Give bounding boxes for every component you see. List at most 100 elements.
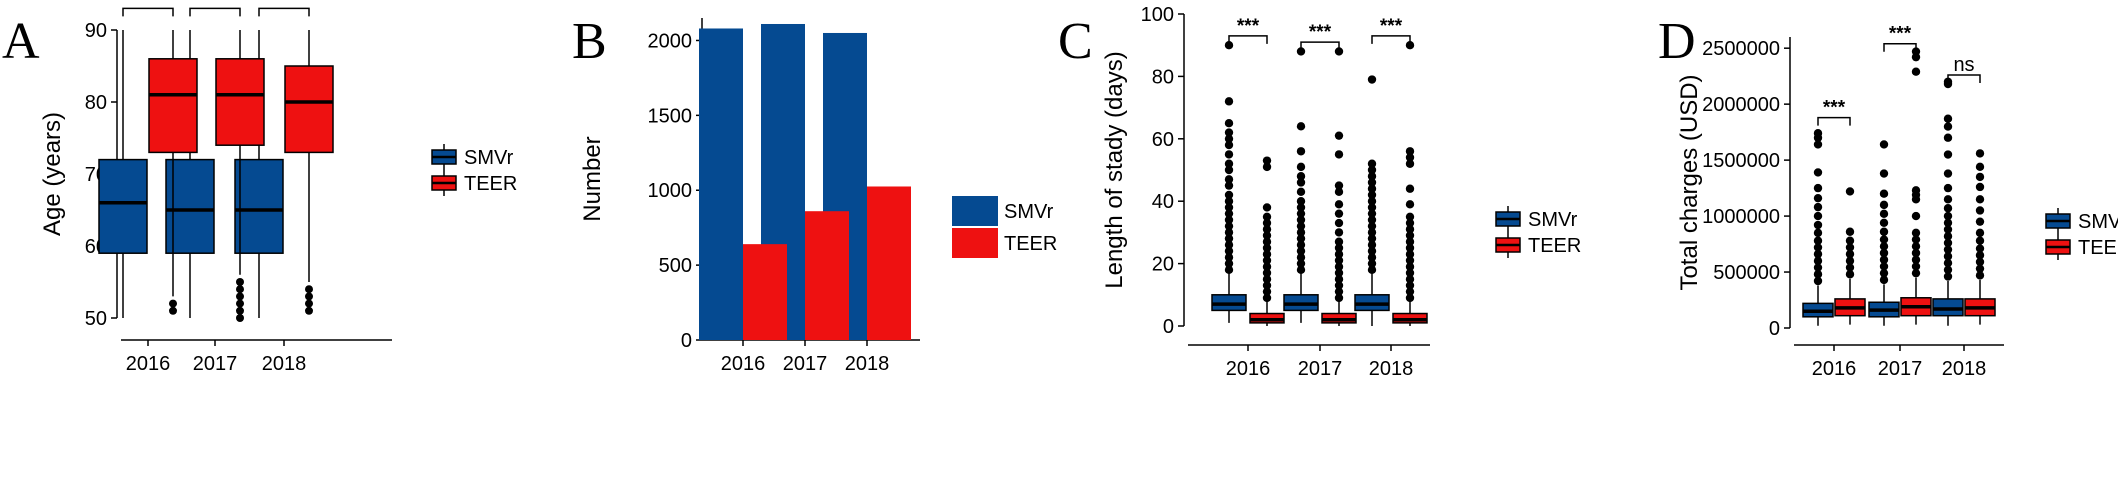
outlier-point [1879,218,1889,227]
outlier-point [1367,265,1377,275]
outlier-point [1975,149,1985,158]
legend: SMVr TEER [952,196,1057,258]
outlier-point [236,314,244,322]
outlier-point [1975,182,1985,192]
outlier-point [169,299,177,308]
y-tick-label: 0 [681,330,692,352]
outlier-point [1224,228,1234,237]
significance-bracket: *** [122,0,174,17]
outlier-point [1296,246,1306,256]
outlier-point [1975,251,1985,260]
outlier-point [1296,240,1306,250]
y-tick-label: 50 [85,308,107,330]
outlier-point [1367,215,1377,225]
x-tick-label: 2018 [845,353,890,375]
outlier-point [1813,202,1823,212]
box-smvr [1932,77,1964,326]
outlier-point [1813,236,1823,245]
box-smvr [98,30,148,318]
outlier-point [1813,129,1823,138]
legend-label: TEER [1004,233,1057,255]
outlier-point [1262,156,1272,165]
outlier-point [1813,183,1823,193]
x-tick-label: 2016 [1812,358,1857,380]
outlier-point [1405,153,1415,162]
outlier-point [1405,275,1415,284]
outlier-point [1975,228,1985,238]
y-axis-label: Length of stady (days) [1101,51,1128,288]
outlier-point [1879,140,1889,149]
bracket-line [1817,116,1851,126]
outlier-point [1296,234,1306,243]
outlier-point [1879,275,1889,285]
outlier-point [1262,212,1272,221]
significance-label: *** [137,0,160,9]
outlier-point [1334,228,1344,237]
outlier-point [1813,228,1823,238]
outlier-point [1943,265,1953,274]
box-smvr [1802,129,1834,326]
outlier-point [1943,272,1953,281]
outlier-point [1911,242,1921,251]
outlier-point [1224,175,1234,184]
box-body [148,58,198,154]
outlier-point [1296,228,1306,237]
bar-teer [805,211,849,340]
legend: SMVr TEER [2045,208,2118,260]
outlier-point [1911,235,1921,244]
y-tick-label: 20 [1152,254,1174,276]
outlier-point [1262,256,1272,265]
significance-bracket: *** [1228,16,1268,44]
outlier-point [1224,134,1234,143]
outlier-point [1975,195,1985,204]
outlier-point [1334,131,1344,140]
outlier-point [1405,225,1415,234]
outlier-point [1262,250,1272,259]
outlier-point [1262,268,1272,278]
outlier-point [1975,172,1985,182]
bracket-line [189,7,241,17]
outlier-point [1296,147,1306,156]
outlier-point [1943,114,1953,123]
bracket-line [1883,42,1917,52]
x-tick-label: 2018 [262,353,307,375]
outlier-point [1224,150,1234,159]
outlier-point [1879,209,1889,219]
outlier-point [1334,250,1344,259]
bracket-line [1228,35,1268,44]
outlier-point [1911,268,1921,278]
x-tick-label: 2018 [1942,358,1987,380]
outlier-point [1334,187,1344,197]
outlier-point [1367,240,1377,250]
outlier-point [1975,244,1985,253]
outlier-point [1367,221,1377,231]
outlier-point [1224,253,1234,262]
outlier-point [1879,227,1889,236]
outlier-point [1845,243,1855,252]
legend-swatch [952,228,998,258]
outlier-point [1367,197,1377,206]
box-teer [284,30,334,315]
outlier-point [1296,47,1306,56]
outlier-point [1367,203,1377,212]
x-tick-label: 2018 [1369,358,1414,380]
outlier-point [1405,218,1415,228]
outlier-point [1879,200,1889,210]
outlier-point [1334,218,1344,228]
outlier-point [1813,243,1823,252]
outlier-point [1943,258,1953,268]
outlier-point [1911,67,1921,76]
y-tick-label: 1000 [648,180,693,202]
outlier-point [1813,270,1823,279]
significance-label: *** [1309,22,1332,43]
outlier-point [1813,211,1823,221]
outlier-point [1296,122,1306,131]
outlier-point [1224,41,1234,50]
outlier-point [1334,256,1344,265]
outlier-point [1224,140,1234,150]
x-tick-label: 2017 [1298,358,1343,380]
box-teer [1321,47,1357,326]
outlier-point [1405,256,1415,265]
outlier-point [1405,231,1415,240]
